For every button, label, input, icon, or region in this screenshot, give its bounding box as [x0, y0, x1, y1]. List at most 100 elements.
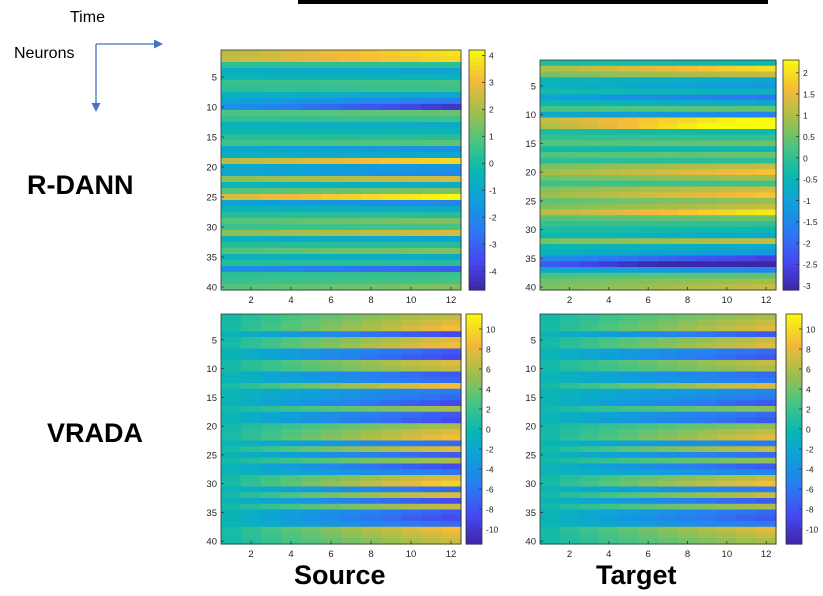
heatmap-cell [540, 469, 561, 476]
heatmap-cell [559, 526, 580, 534]
heatmap-cell [281, 224, 302, 231]
heatmap-cell [579, 452, 600, 459]
heatmap-cell [421, 452, 442, 459]
heatmap-cell [579, 71, 600, 78]
heatmap-cell [618, 106, 639, 113]
heatmap-cell [599, 515, 620, 522]
heatmap-cell [756, 325, 777, 332]
heatmap-cell [618, 452, 639, 459]
heatmap-cell [381, 469, 402, 476]
heatmap-cell [241, 434, 262, 442]
heatmap-cell [441, 260, 462, 267]
heatmap-cell [756, 175, 777, 182]
y-tick-label: 5 [212, 335, 217, 346]
heatmap-cell [618, 538, 639, 545]
heatmap-cell [559, 325, 580, 332]
heatmap-cell [736, 192, 757, 199]
colorbar-segment [469, 170, 485, 175]
heatmap-cell [579, 129, 600, 136]
colorbar-tick-label: -6 [486, 484, 494, 494]
colorbar-segment [466, 482, 482, 488]
heatmap-cell [401, 360, 422, 367]
heatmap-cell [261, 429, 282, 436]
heatmap-cell [638, 429, 659, 436]
heatmap-cell [381, 110, 402, 117]
heatmap-cell [281, 176, 302, 183]
heatmap-cell [221, 400, 242, 407]
heatmap-cell [736, 94, 757, 101]
colorbar-segment [786, 524, 802, 530]
heatmap-cell [261, 116, 282, 123]
heatmap-cell [658, 123, 679, 130]
heatmap-cell [301, 86, 322, 93]
heatmap-cell [281, 515, 302, 522]
heatmap-cell [421, 56, 442, 63]
heatmap-cell [697, 267, 718, 274]
heatmap-cell [697, 94, 718, 101]
heatmap-cell [401, 446, 422, 453]
heatmap-cell [421, 440, 442, 447]
heatmap-cell [401, 98, 422, 105]
heatmap-cell [559, 77, 580, 84]
colorbar-segment [786, 317, 802, 323]
colorbar-segment [786, 406, 802, 411]
heatmap-cell [261, 182, 282, 189]
heatmap-cell [579, 406, 600, 413]
colorbar-segment [783, 102, 799, 107]
heatmap-cell [736, 406, 757, 413]
heatmap-cell [756, 394, 777, 401]
heatmap-cell [401, 200, 422, 207]
heatmap-cell [756, 440, 777, 447]
heatmap-cell [618, 267, 639, 274]
colorbar-segment [466, 509, 482, 514]
heatmap-cell [361, 526, 382, 534]
heatmap-cell [697, 152, 718, 159]
colorbar-segment [469, 186, 485, 191]
heatmap-cell [579, 244, 600, 251]
colorbar-segment [466, 540, 482, 545]
heatmap-cell [341, 388, 362, 396]
colorbar-segment [786, 409, 802, 415]
heatmap-cell [677, 232, 698, 239]
heatmap-cell [756, 360, 777, 367]
heatmap-cell [421, 62, 442, 69]
heatmap-cell [221, 434, 242, 442]
heatmap-cell [401, 515, 422, 522]
heatmap-cell [638, 348, 659, 355]
heatmap-cell [599, 337, 620, 344]
heatmap-cell [736, 106, 757, 113]
heatmap-cell [321, 319, 342, 327]
heatmap-cell [559, 486, 580, 493]
heatmap-cell [221, 440, 242, 447]
colorbar-segment [786, 517, 802, 522]
heatmap-cell [381, 176, 402, 183]
x-tick-label: 8 [685, 295, 690, 306]
heatmap-cell [756, 446, 777, 453]
heatmap-cell [281, 463, 302, 470]
colorbar-segment [466, 360, 482, 365]
colorbar-segment [786, 360, 802, 365]
heatmap-cell [658, 377, 679, 384]
heatmap-cell [441, 342, 462, 350]
heatmap-cell [599, 163, 620, 170]
heatmap-cell [579, 325, 600, 332]
heatmap-cell [221, 463, 242, 470]
colorbar-segment [783, 129, 799, 134]
heatmap-cell [261, 68, 282, 75]
heatmap-cell [756, 503, 777, 511]
heatmap-cell [756, 88, 777, 96]
heatmap-cell [261, 104, 282, 111]
heatmap-cell [638, 198, 659, 205]
heatmap-cell [301, 515, 322, 522]
colorbar-segment [786, 471, 802, 476]
heatmap-cell [579, 429, 600, 436]
colorbar-segment [466, 486, 482, 491]
heatmap-cell [736, 203, 757, 211]
heatmap-cell [736, 532, 757, 539]
heatmap-cell [421, 383, 442, 390]
heatmap-cell [599, 532, 620, 539]
heatmap-cell [638, 146, 659, 153]
heatmap-cell [717, 169, 738, 176]
heatmap-cell [381, 325, 402, 332]
heatmap-cell [658, 423, 679, 430]
